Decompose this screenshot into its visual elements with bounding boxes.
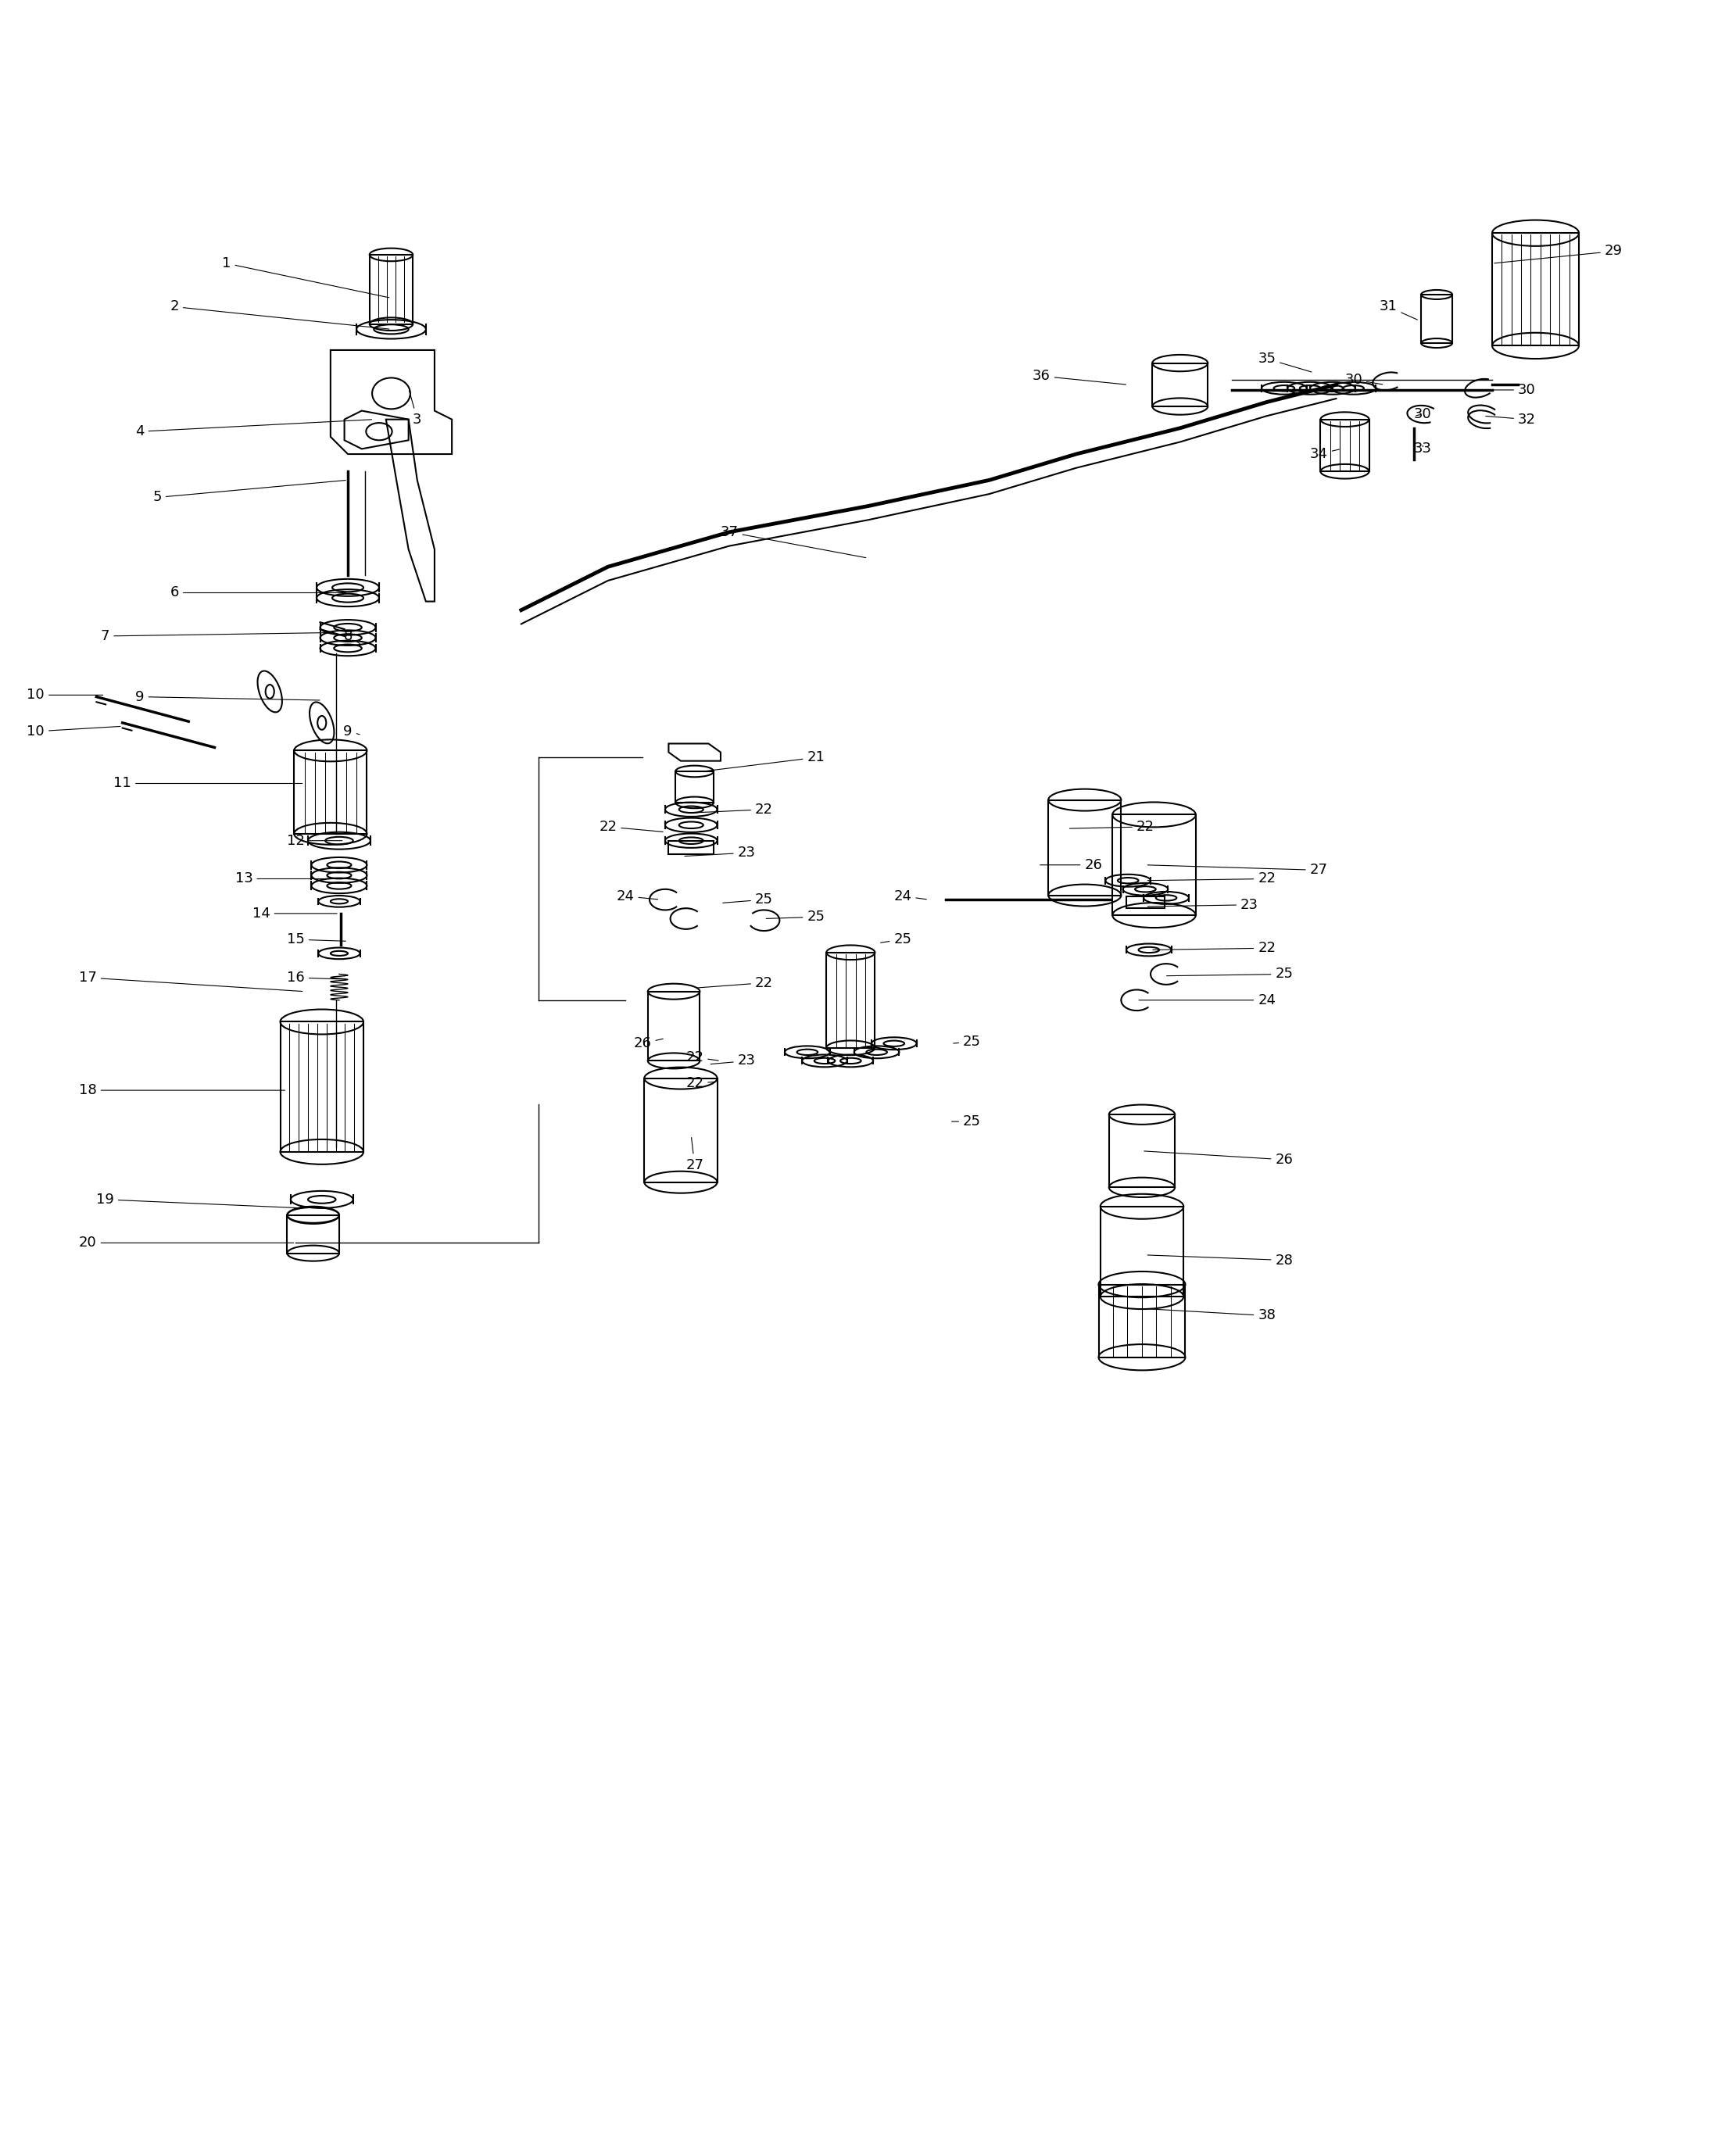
Bar	[1153, 364, 1208, 406]
Text: 5: 5	[153, 481, 345, 505]
Bar	[370, 255, 413, 325]
Bar	[279, 1022, 363, 1151]
Text: 13: 13	[234, 873, 337, 886]
Text: 31: 31	[1378, 299, 1417, 319]
Text: 17: 17	[78, 971, 302, 990]
Text: 37: 37	[720, 524, 866, 558]
Bar	[648, 992, 700, 1061]
Text: 23: 23	[710, 1055, 755, 1067]
Text: 9: 9	[135, 689, 319, 704]
Text: 25: 25	[880, 933, 911, 948]
Text: 20: 20	[78, 1236, 293, 1249]
Text: 25: 25	[766, 909, 825, 924]
Text: 24: 24	[616, 890, 658, 903]
Text: 26: 26	[634, 1037, 663, 1050]
Text: 27: 27	[686, 1138, 703, 1172]
Text: 23: 23	[684, 845, 755, 860]
Text: 24: 24	[894, 890, 927, 903]
Text: 7: 7	[101, 629, 328, 644]
Text: 26: 26	[1144, 1151, 1293, 1166]
Text: 22: 22	[1069, 819, 1154, 834]
Text: 24: 24	[1139, 992, 1276, 1007]
Text: 36: 36	[1033, 370, 1127, 385]
Text: 9: 9	[344, 725, 359, 738]
Text: 22: 22	[599, 819, 663, 834]
Bar	[675, 772, 713, 802]
Bar	[1422, 295, 1453, 342]
Bar	[286, 1215, 339, 1253]
Text: 22: 22	[686, 1076, 715, 1091]
Text: 23: 23	[1147, 898, 1259, 911]
Bar	[1099, 1283, 1186, 1358]
Text: 6: 6	[170, 586, 345, 599]
Text: 27: 27	[1147, 864, 1328, 877]
Bar	[1493, 233, 1578, 347]
Text: 22: 22	[696, 975, 773, 990]
Text: 38: 38	[1147, 1309, 1276, 1322]
Bar	[1113, 815, 1196, 915]
Text: 22: 22	[686, 1050, 719, 1065]
Text: 14: 14	[252, 907, 337, 920]
Bar	[1101, 1206, 1184, 1296]
Bar	[1049, 800, 1121, 896]
Bar	[1127, 896, 1165, 909]
Text: 25: 25	[722, 892, 773, 907]
Text: 10: 10	[28, 725, 120, 738]
Text: 25: 25	[1167, 967, 1293, 982]
Bar	[668, 841, 713, 856]
Text: 28: 28	[1147, 1253, 1293, 1266]
Text: 12: 12	[286, 834, 342, 847]
Text: 19: 19	[95, 1191, 302, 1209]
Text: 16: 16	[286, 971, 345, 984]
Text: 4: 4	[135, 419, 372, 438]
Text: 18: 18	[78, 1082, 285, 1097]
Text: 1: 1	[222, 257, 389, 297]
Text: 21: 21	[705, 751, 825, 770]
Text: 30: 30	[1413, 406, 1432, 421]
Bar	[293, 751, 366, 834]
Text: 35: 35	[1259, 351, 1311, 372]
Text: 29: 29	[1495, 244, 1623, 263]
Text: 30: 30	[1345, 372, 1382, 387]
Text: 22: 22	[1153, 941, 1276, 956]
Bar	[1109, 1114, 1175, 1187]
Text: 25: 25	[953, 1035, 981, 1048]
Text: 22: 22	[1147, 873, 1276, 886]
Text: 3: 3	[410, 389, 422, 426]
Text: 34: 34	[1309, 447, 1338, 462]
Bar	[826, 952, 875, 1048]
Text: 22: 22	[691, 802, 773, 817]
Text: 26: 26	[1040, 858, 1102, 873]
Bar	[1321, 419, 1370, 471]
Text: 11: 11	[113, 776, 302, 791]
Text: 32: 32	[1486, 413, 1536, 426]
Text: 8: 8	[344, 629, 359, 644]
Text: 15: 15	[286, 933, 345, 948]
Text: 25: 25	[951, 1114, 981, 1129]
Text: 33: 33	[1413, 443, 1432, 456]
Bar	[644, 1078, 717, 1183]
Text: 30: 30	[1486, 383, 1536, 398]
Text: 10: 10	[28, 689, 102, 702]
Text: 2: 2	[170, 299, 389, 329]
